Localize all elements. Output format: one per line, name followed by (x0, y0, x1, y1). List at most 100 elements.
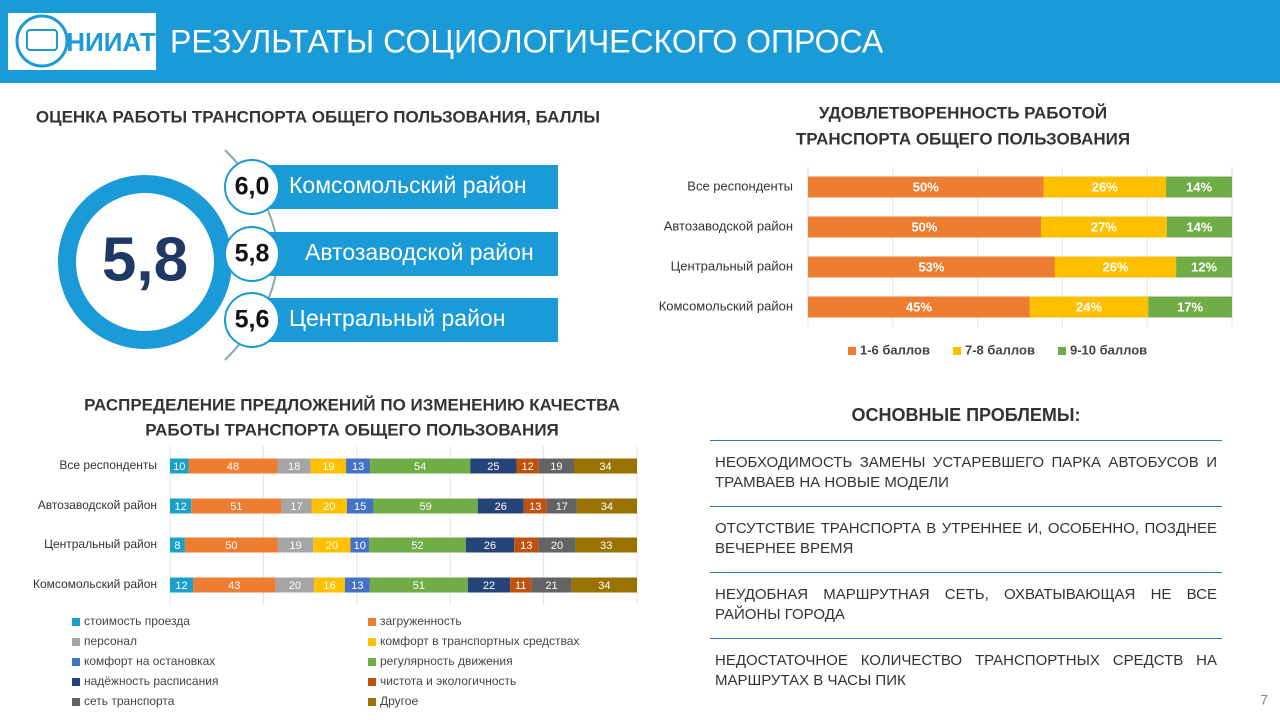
problem-item: НЕДОСТАТОЧНОЕ КОЛИЧЕСТВО ТРАНСПОРТНЫХ СР… (710, 638, 1222, 704)
overall-score: 5,8 (102, 225, 188, 294)
value-label: 12 (522, 461, 534, 473)
bar-segment (1148, 296, 1232, 318)
legend-label: персонал (84, 634, 137, 648)
legend-label: Другое (380, 694, 418, 708)
bar-segment (523, 498, 547, 514)
bar-segment (370, 458, 471, 474)
page-number: 7 (1260, 692, 1268, 708)
category-label: Все респонденты (59, 458, 157, 472)
bar-segment (193, 577, 276, 593)
district-badge (224, 226, 280, 282)
bar-segment (1166, 176, 1232, 198)
value-label: 19 (289, 540, 301, 552)
bar-segment (510, 577, 532, 593)
bar-segment (275, 577, 315, 593)
bar-segment (313, 537, 351, 553)
legend-swatch (368, 698, 376, 706)
bar-segment (281, 498, 312, 514)
legend-label: комфорт на остановках (84, 654, 215, 668)
legend-label: надёжность расписания (84, 674, 218, 688)
category-label: Комсомольский район (33, 577, 157, 591)
value-label: 14% (1186, 179, 1212, 194)
value-label: 22 (483, 580, 495, 592)
bar-segment (277, 458, 311, 474)
district-bar (268, 298, 558, 342)
bar-segment (350, 537, 370, 553)
value-label: 34 (599, 461, 611, 473)
value-label: 50% (911, 219, 937, 234)
value-label: 51 (413, 580, 425, 592)
bar-segment (477, 498, 524, 514)
district-badge (224, 292, 280, 348)
bar-segment (369, 537, 466, 553)
chart-title: РАСПРЕДЕЛЕНИЕ ПРЕДЛОЖЕНИЙ ПО ИЗМЕНЕНИЮ К… (84, 395, 620, 414)
category-label: Все респонденты (687, 178, 793, 193)
logo-bus (26, 29, 58, 51)
value-label: 19 (550, 461, 562, 473)
value-label: 50 (225, 540, 237, 552)
legend-swatch (72, 638, 80, 646)
legend-label: чистота и экологичность (380, 674, 516, 688)
bar-segment (344, 577, 370, 593)
bar-segment (1029, 296, 1149, 318)
value-label: 45% (906, 299, 932, 314)
value-label: 34 (601, 501, 613, 513)
value-label: 12% (1191, 259, 1217, 274)
category-label: Автозаводской район (664, 218, 793, 233)
value-label: 15 (354, 501, 366, 513)
bar-segment (465, 537, 515, 553)
legend-label: регулярность движения (380, 654, 513, 668)
value-label: 20 (326, 540, 338, 552)
legend-swatch (72, 618, 80, 626)
bar-segment (170, 537, 185, 553)
bar-segment (573, 458, 637, 474)
district-name: Автозаводской район (305, 239, 534, 265)
bar-segment (546, 498, 577, 514)
value-label: 34 (598, 580, 610, 592)
bar-segment (808, 216, 1041, 238)
value-label: 21 (545, 580, 557, 592)
value-label: 16 (323, 580, 335, 592)
bar-segment (1054, 256, 1177, 278)
value-label: 59 (419, 501, 431, 513)
bar-segment (310, 458, 347, 474)
logo-text: НИИАТ (66, 27, 156, 57)
bar-segment (538, 537, 576, 553)
problems-title: ОСНОВНЫЕ ПРОБЛЕМЫ: (851, 405, 1081, 425)
value-label: 17 (290, 501, 302, 513)
value-label: 33 (600, 540, 612, 552)
legend-swatch (72, 658, 80, 666)
value-label: 12 (175, 580, 187, 592)
bar-segment (346, 498, 374, 514)
district-score: 5,6 (235, 306, 270, 334)
district-name: Центральный район (289, 305, 505, 331)
chart-title: РАБОТЫ ТРАНСПОРТА ОБЩЕГО ПОЛЬЗОВАНИЯ (145, 420, 559, 439)
problem-item: ОТСУТСТВИЕ ТРАНСПОРТА В УТРЕННЕЕ И, ОСОБ… (710, 506, 1222, 572)
legend-swatch (368, 678, 376, 686)
value-label: 11 (515, 580, 526, 592)
legend-label: стоимость проезда (84, 614, 190, 628)
value-label: 13 (351, 580, 363, 592)
category-label: Комсомольский район (659, 298, 793, 313)
value-label: 43 (228, 580, 240, 592)
legend-label: 9-10 баллов (1070, 342, 1147, 357)
value-label: 20 (551, 540, 563, 552)
bar-segment (170, 577, 194, 593)
value-label: 48 (227, 461, 239, 473)
legend-swatch (368, 638, 376, 646)
value-label: 26% (1103, 259, 1129, 274)
value-label: 25 (487, 461, 499, 473)
scores-title: ОЦЕНКА РАБОТЫ ТРАНСПОРТА ОБЩЕГО ПОЛЬЗОВА… (36, 107, 600, 126)
bar-segment (470, 458, 517, 474)
value-label: 51 (230, 501, 242, 513)
value-label: 19 (322, 461, 334, 473)
bar-segment (1040, 216, 1167, 238)
bar-segment (346, 458, 371, 474)
value-label: 12 (174, 501, 186, 513)
bar-segment (571, 577, 637, 593)
header-title: РЕЗУЛЬТАТЫ СОЦИОЛОГИЧЕСКОГО ОПРОСА (170, 23, 884, 59)
value-label: 13 (520, 540, 532, 552)
bar-segment (516, 458, 539, 474)
value-label: 20 (323, 501, 335, 513)
